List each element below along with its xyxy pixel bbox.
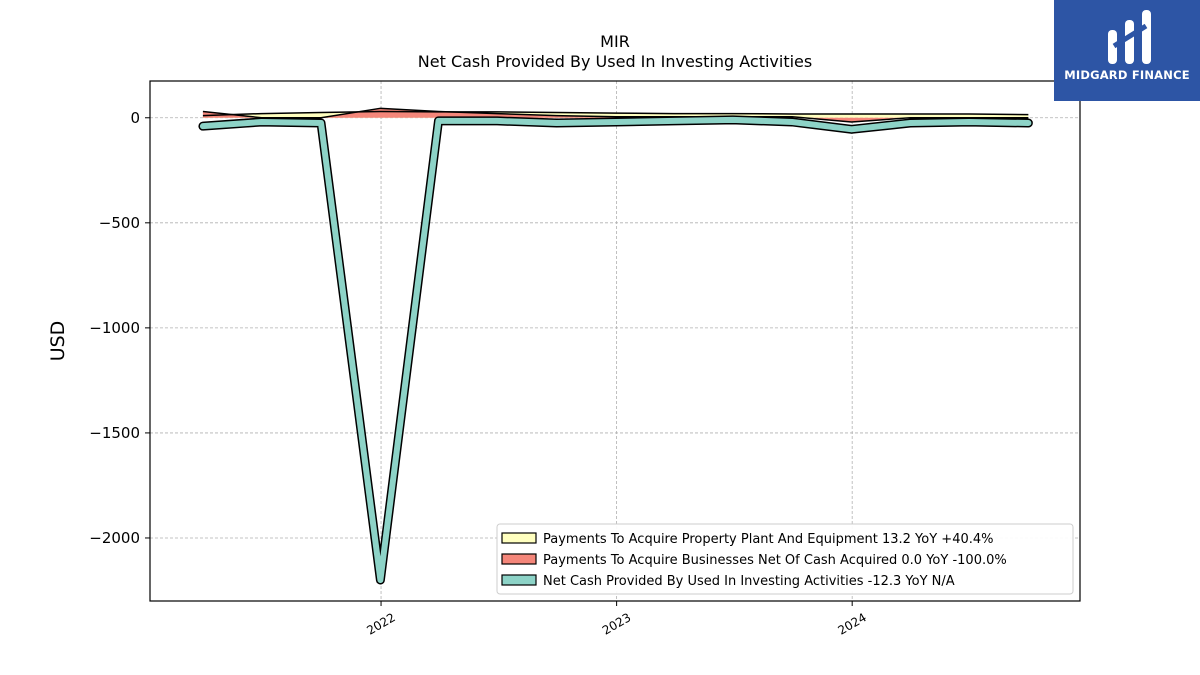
series-line-payments-to-acquire-property-plant-and-equipment: [202, 110, 1029, 117]
series-line-net-cash-provided-by-used-in-investing-activities: [199, 116, 1032, 583]
series-line-payments-to-acquire-businesses-net-of-cash-acquired: [202, 107, 1029, 123]
x-tick-label: 2022: [364, 610, 397, 637]
legend-label: Net Cash Provided By Used In Investing A…: [543, 574, 955, 589]
y-tick-label: −1000: [89, 319, 140, 337]
midgard-finance-logo: MIDGARD FINANCE: [1054, 0, 1200, 101]
legend: Payments To Acquire Property Plant And E…: [496, 523, 1074, 595]
series-layer: [198, 107, 1033, 585]
plot-frame: [149, 80, 1081, 602]
x-tick-label: 2024: [835, 610, 868, 637]
grid-lines: [150, 81, 1080, 601]
y-tick-label: −500: [99, 214, 140, 232]
legend-label: Payments To Acquire Businesses Net Of Ca…: [543, 553, 1007, 568]
y-tick-label: −1500: [89, 424, 140, 442]
logo-mark-icon: [1108, 10, 1151, 64]
axes: 0 −500 −1000 −1500 −2000 2022 2023 2024: [89, 109, 869, 638]
legend-swatch: [501, 532, 537, 544]
legend-label: Payments To Acquire Property Plant And E…: [543, 532, 994, 547]
legend-swatch: [501, 553, 537, 565]
chart-subtitle: Net Cash Provided By Used In Investing A…: [417, 52, 813, 71]
y-axis-label: USD: [47, 321, 69, 362]
legend-frame: [496, 523, 1074, 595]
y-tick-label: 0: [130, 109, 140, 127]
chart-title: MIR: [600, 32, 630, 51]
x-tick-label: 2023: [600, 610, 633, 637]
y-tick-label: −2000: [89, 529, 140, 547]
legend-swatch: [501, 574, 537, 586]
logo-text: MIDGARD FINANCE: [1064, 68, 1190, 82]
